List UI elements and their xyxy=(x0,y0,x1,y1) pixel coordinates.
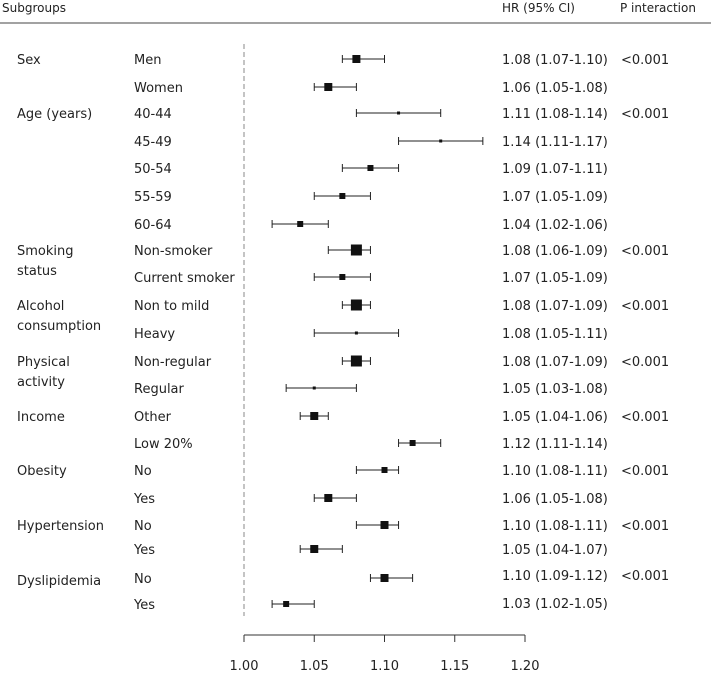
group-label: status xyxy=(17,264,57,279)
p-interaction-value: <0.001 xyxy=(621,410,669,425)
group-label: Hypertension xyxy=(17,519,104,534)
hr-ci-text: 1.14 (1.11-1.17) xyxy=(502,135,608,150)
group-label: Obesity xyxy=(17,464,67,479)
group-label: Income xyxy=(17,410,65,425)
p-interaction-value: <0.001 xyxy=(621,519,669,534)
hr-point xyxy=(297,221,304,227)
hr-ci-text: 1.05 (1.03-1.08) xyxy=(502,382,608,397)
x-axis-ticks: 1.00 1.05 1.10 1.15 1.20 xyxy=(230,635,540,674)
p-interaction-value: <0.001 xyxy=(621,464,669,479)
group-label: Dyslipidemia xyxy=(17,574,101,589)
hr-ci-text: 1.07 (1.05-1.09) xyxy=(502,271,608,286)
hr-ci-text: 1.05 (1.04-1.07) xyxy=(502,543,608,558)
row-label: Non-smoker xyxy=(134,244,213,259)
p-interaction-value: <0.001 xyxy=(621,299,669,314)
group-label: activity xyxy=(17,375,65,390)
hr-ci-text: 1.10 (1.08-1.11) xyxy=(502,464,608,479)
row-label: Low 20% xyxy=(134,437,193,452)
row-label: Non to mild xyxy=(134,299,209,314)
p-interaction-value: <0.001 xyxy=(621,244,669,259)
forest-rows: Men 1.08 (1.07-1.10) Women 1.06 (1.05-1.08)… xyxy=(133,53,608,613)
group-label: Alcohol xyxy=(17,299,64,314)
hr-point xyxy=(324,83,333,91)
row-label: 40-44 xyxy=(134,107,172,122)
hr-point xyxy=(439,139,443,143)
x-tick-label: 1.10 xyxy=(370,659,399,674)
hr-point xyxy=(324,494,333,502)
hr-ci-text: 1.10 (1.08-1.11) xyxy=(502,519,608,534)
row-label: Yes xyxy=(133,543,155,558)
row-label: Men xyxy=(134,53,161,68)
row-label: No xyxy=(134,572,152,587)
x-tick-label: 1.15 xyxy=(440,659,469,674)
hr-point xyxy=(312,386,316,390)
row-label: Regular xyxy=(134,382,185,397)
row-label: 55-59 xyxy=(134,190,172,205)
hr-point xyxy=(339,274,346,280)
group-label: Physical xyxy=(17,355,70,370)
hr-ci-text: 1.12 (1.11-1.14) xyxy=(502,437,608,452)
hr-point xyxy=(409,440,416,446)
row-label: No xyxy=(134,464,152,479)
row-label: Yes xyxy=(133,598,155,613)
row-label: 50-54 xyxy=(134,162,172,177)
hr-ci-text: 1.06 (1.05-1.08) xyxy=(502,81,608,96)
hr-point xyxy=(380,521,389,529)
hr-ci-text: 1.05 (1.04-1.06) xyxy=(502,410,608,425)
row-label: 45-49 xyxy=(134,135,172,150)
header-subgroups: Subgroups xyxy=(2,1,66,15)
row-label: Other xyxy=(134,410,172,425)
row-label: Women xyxy=(134,81,183,96)
hr-ci-text: 1.08 (1.06-1.09) xyxy=(502,244,608,259)
hr-point xyxy=(350,244,362,256)
hr-point xyxy=(367,165,374,171)
hr-point xyxy=(310,545,319,553)
header-p-interaction: P interaction xyxy=(620,1,696,15)
header-hr: HR (95% CI) xyxy=(502,1,575,15)
hr-point xyxy=(352,55,361,63)
hr-point xyxy=(310,412,319,420)
p-interaction-value: <0.001 xyxy=(621,355,669,370)
hr-ci-text: 1.10 (1.09-1.12) xyxy=(502,569,608,584)
p-interaction-value: <0.001 xyxy=(621,569,669,584)
hr-point xyxy=(380,574,389,582)
group-label: Age (years) xyxy=(17,107,92,122)
p-interaction-value: <0.001 xyxy=(621,53,669,68)
row-label: Heavy xyxy=(134,327,175,342)
hr-ci-text: 1.08 (1.07-1.09) xyxy=(502,299,608,314)
hr-ci-text: 1.06 (1.05-1.08) xyxy=(502,492,608,507)
hr-ci-text: 1.03 (1.02-1.05) xyxy=(502,597,608,612)
p-interaction-value: <0.001 xyxy=(621,107,669,122)
subgroup-labels: Sex <0.001 Age (years) <0.001 Smoking status <… xyxy=(17,53,669,589)
hr-point xyxy=(354,331,358,335)
hr-point xyxy=(381,467,388,473)
hr-point xyxy=(350,299,362,311)
hr-point xyxy=(397,111,401,115)
hr-point xyxy=(283,601,290,607)
row-label: Yes xyxy=(133,492,155,507)
hr-ci-text: 1.08 (1.07-1.09) xyxy=(502,355,608,370)
hr-ci-text: 1.09 (1.07-1.11) xyxy=(502,162,608,177)
hr-ci-text: 1.08 (1.07-1.10) xyxy=(502,53,608,68)
hr-point xyxy=(339,193,346,199)
group-label: Smoking xyxy=(17,244,74,259)
x-tick-label: 1.05 xyxy=(300,659,329,674)
hr-point xyxy=(350,355,362,367)
row-label: No xyxy=(134,519,152,534)
row-label: 60-64 xyxy=(134,218,172,233)
hr-ci-text: 1.11 (1.08-1.14) xyxy=(502,107,608,122)
x-tick-label: 1.20 xyxy=(511,659,540,674)
group-label: Sex xyxy=(17,53,41,68)
row-label: Current smoker xyxy=(134,271,235,286)
hr-ci-text: 1.08 (1.05-1.11) xyxy=(502,327,608,342)
hr-ci-text: 1.04 (1.02-1.06) xyxy=(502,218,608,233)
group-label: consumption xyxy=(17,319,101,334)
x-tick-label: 1.00 xyxy=(230,659,259,674)
hr-ci-text: 1.07 (1.05-1.09) xyxy=(502,190,608,205)
row-label: Non-regular xyxy=(134,355,212,370)
